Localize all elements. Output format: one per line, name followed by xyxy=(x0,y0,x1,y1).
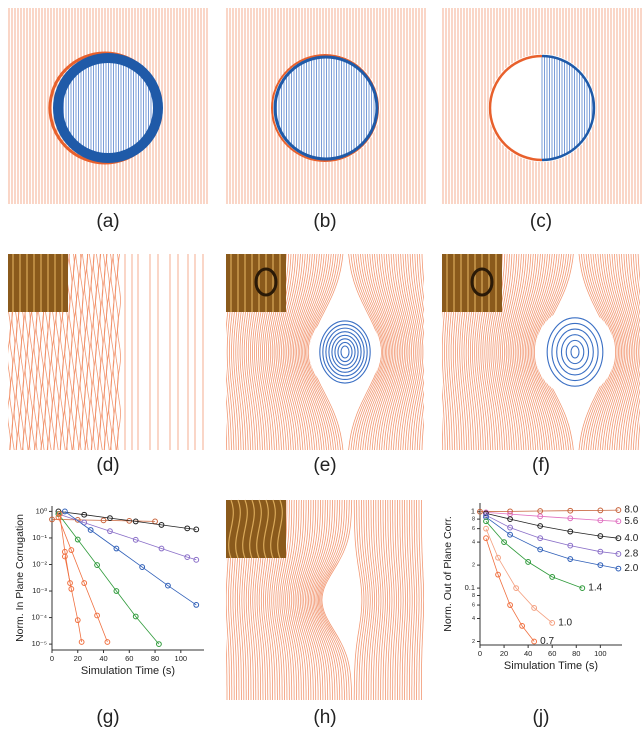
field-line xyxy=(422,254,433,450)
panel-label: (b) xyxy=(313,211,336,232)
panel xyxy=(9,8,207,204)
data-point xyxy=(105,640,110,645)
panel-label: (g) xyxy=(96,707,119,728)
series-label: 4.0 xyxy=(624,533,638,544)
inset xyxy=(8,254,68,312)
series-label: 0.7 xyxy=(540,636,554,647)
x-axis-label: Simulation Time (s) xyxy=(81,665,175,677)
panel-label: (f) xyxy=(532,455,550,476)
y-tick-label: 4 xyxy=(472,540,475,546)
series-line xyxy=(486,538,534,641)
data-point xyxy=(484,526,489,531)
data-point xyxy=(550,621,555,626)
y-tick-label: 10⁰ xyxy=(36,506,47,515)
x-tick-label: 60 xyxy=(548,649,556,658)
simulation-panels xyxy=(8,8,642,700)
y-tick-label: 10⁻³ xyxy=(32,586,47,595)
field-line xyxy=(361,500,368,700)
panel-label: (j) xyxy=(533,707,550,728)
panel-label: (d) xyxy=(96,455,119,476)
y-tick-label: 0.1 xyxy=(465,583,475,592)
data-point xyxy=(157,642,162,647)
x-axis-label: Simulation Time (s) xyxy=(504,660,598,672)
y-tick-label: 4 xyxy=(472,616,475,622)
field-line xyxy=(78,254,81,450)
x-tick-label: 80 xyxy=(572,649,580,658)
domain-lines xyxy=(542,56,592,160)
data-point xyxy=(62,509,67,514)
panel-label: (c) xyxy=(530,211,552,232)
series-line xyxy=(52,519,155,521)
series-label: 1.4 xyxy=(588,583,602,594)
inset xyxy=(226,500,286,558)
series-line xyxy=(58,517,107,642)
series-label: 2.0 xyxy=(624,563,638,574)
field-line xyxy=(85,254,88,450)
field-line xyxy=(354,500,362,700)
series-line xyxy=(65,511,196,605)
field-line xyxy=(115,254,118,450)
panel-label: (a) xyxy=(96,211,119,232)
x-tick-label: 40 xyxy=(524,649,532,658)
series-line xyxy=(486,512,618,521)
series-line xyxy=(60,514,70,583)
x-tick-label: 20 xyxy=(500,649,508,658)
y-axis-label: Norm. In Plane Corrugation xyxy=(14,514,26,642)
y-tick-label: 8 xyxy=(472,593,475,599)
y-tick-label: 10⁻⁵ xyxy=(32,639,47,648)
field-line xyxy=(357,500,364,700)
field-line xyxy=(359,500,366,700)
field-line xyxy=(515,254,533,450)
y-tick-label: 10⁻⁴ xyxy=(31,613,47,622)
x-tick-label: 20 xyxy=(74,654,82,663)
field-line xyxy=(118,254,121,450)
y-axis-label: Norm. Out of Plane Corr. xyxy=(442,516,454,632)
y-tick-label: 10⁻¹ xyxy=(32,533,47,542)
field-line xyxy=(438,254,443,450)
y-tick-label: 8 xyxy=(472,517,475,523)
panel xyxy=(227,8,425,204)
series-line xyxy=(58,511,196,529)
field-line xyxy=(285,254,303,450)
field-line xyxy=(617,254,635,450)
x-tick-label: 0 xyxy=(478,649,482,658)
figure: (a) (b) (c) (d) (e) (f) (g) (h) (j) 0204… xyxy=(0,0,642,734)
series-label: 5.6 xyxy=(624,516,638,527)
series-label: 1.0 xyxy=(558,618,572,629)
field-line xyxy=(71,254,74,450)
field-line xyxy=(221,254,227,450)
series-label: 8.0 xyxy=(624,505,638,516)
x-tick-label: 60 xyxy=(125,654,133,663)
x-tick-label: 80 xyxy=(151,654,159,663)
panel-label: (h) xyxy=(313,707,336,728)
x-tick-label: 100 xyxy=(175,654,188,663)
panel xyxy=(443,8,641,204)
panel-label: (e) xyxy=(313,455,336,476)
y-tick-label: 6 xyxy=(472,526,475,532)
y-tick-label: 6 xyxy=(472,603,475,609)
field-line xyxy=(386,254,404,450)
x-tick-label: 0 xyxy=(50,654,54,663)
field-line xyxy=(98,254,101,450)
series-label: 2.8 xyxy=(624,549,638,560)
y-tick-label: 10⁻² xyxy=(32,559,47,568)
x-tick-label: 40 xyxy=(99,654,107,663)
x-tick-label: 100 xyxy=(594,649,607,658)
field-line xyxy=(395,500,399,700)
y-tick-label: 2 xyxy=(472,563,475,569)
y-tick-label: 2 xyxy=(472,639,475,645)
y-tick-label: 1 xyxy=(471,507,475,516)
